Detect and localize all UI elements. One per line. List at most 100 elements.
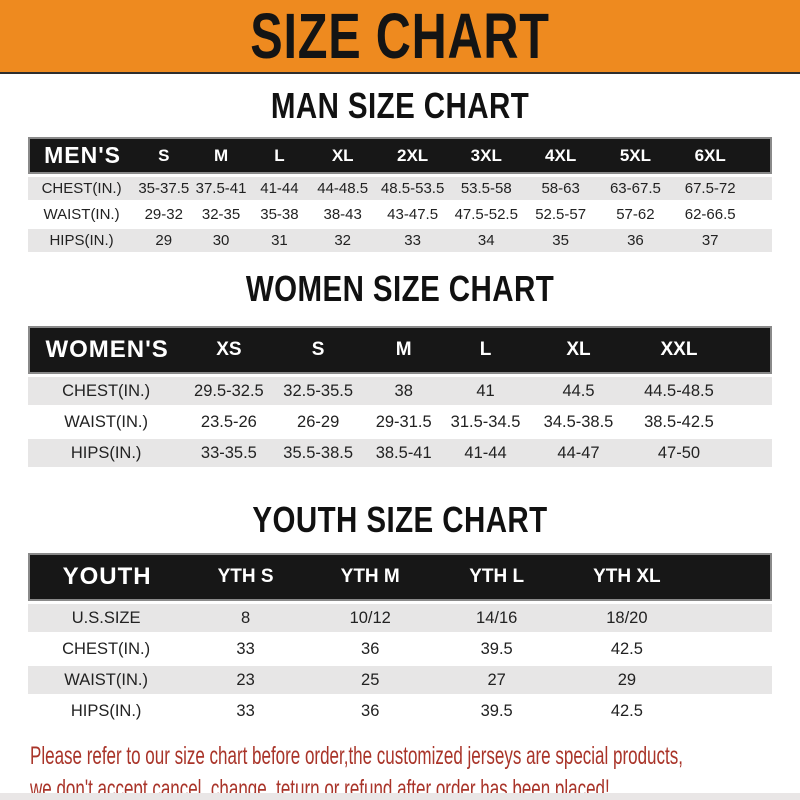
size-value: 38.5-42.5 — [630, 408, 728, 436]
size-value: 37.5-41 — [192, 177, 250, 200]
size-value: 44-48.5 — [309, 177, 377, 200]
size-value: 8 — [184, 604, 307, 632]
size-value: 34.5-38.5 — [526, 408, 631, 436]
size-value: 57-62 — [597, 203, 673, 226]
column-header: L — [444, 326, 527, 374]
table-row: WAIST(IN.) 29-32 32-35 35-38 38-43 43-47.5 47.… — [28, 203, 772, 226]
size-value: 29.5-32.5 — [184, 377, 274, 405]
size-value: 47-50 — [630, 439, 728, 467]
row-label: HIPS(IN.) — [28, 439, 185, 467]
size-value: 26-29 — [273, 408, 363, 436]
table-title: YOUTH — [28, 553, 185, 601]
row-label: HIPS(IN.) — [28, 697, 185, 725]
size-value: 44.5-48.5 — [630, 377, 728, 405]
column-header: YTH S — [184, 553, 307, 601]
size-value: 37 — [672, 229, 748, 252]
size-value: 14/16 — [433, 604, 560, 632]
filler-cell — [747, 137, 772, 174]
row-label: WAIST(IN.) — [28, 408, 185, 436]
column-header: 6XL — [672, 137, 748, 174]
table-row: CHEST(IN.) 33 36 39.5 42.5 — [28, 635, 772, 663]
size-value: 62-66.5 — [672, 203, 748, 226]
column-header: S — [135, 137, 193, 174]
size-value: 31.5-34.5 — [444, 408, 527, 436]
row-label: U.S.SIZE — [28, 604, 185, 632]
filler-cell — [727, 439, 772, 467]
column-header: L — [249, 137, 310, 174]
column-header: YTH L — [433, 553, 560, 601]
size-value: 38 — [362, 377, 445, 405]
size-value: 36 — [597, 229, 673, 252]
column-header: 4XL — [523, 137, 598, 174]
size-value: 63-67.5 — [597, 177, 673, 200]
size-value: 43-47.5 — [376, 203, 450, 226]
size-value: 35-37.5 — [135, 177, 193, 200]
size-value: 23 — [184, 666, 307, 694]
column-header: M — [362, 326, 445, 374]
column-header: XL — [309, 137, 377, 174]
size-value: 42.5 — [559, 697, 694, 725]
size-value: 32-35 — [192, 203, 250, 226]
footer-note: Please refer to our size chart before or… — [30, 740, 800, 800]
row-label: WAIST(IN.) — [28, 666, 185, 694]
size-value: 32.5-35.5 — [273, 377, 363, 405]
size-value: 47.5-52.5 — [449, 203, 524, 226]
bottom-edge-strip — [0, 793, 800, 800]
size-value: 33 — [184, 697, 307, 725]
table-title: WOMEN'S — [28, 326, 185, 374]
filler-cell — [747, 177, 772, 200]
filler-cell — [693, 666, 772, 694]
column-header: YTH XL — [559, 553, 694, 601]
row-label: CHEST(IN.) — [28, 635, 185, 663]
filler-cell — [727, 377, 772, 405]
row-label: WAIST(IN.) — [28, 203, 136, 226]
size-value: 36 — [306, 635, 434, 663]
filler-cell — [693, 604, 772, 632]
column-header: XL — [526, 326, 631, 374]
size-value: 39.5 — [433, 697, 560, 725]
column-header: XXL — [630, 326, 728, 374]
table-row: WAIST(IN.) 23 25 27 29 — [28, 666, 772, 694]
column-header: XS — [184, 326, 274, 374]
size-value: 42.5 — [559, 635, 694, 663]
size-value: 33 — [184, 635, 307, 663]
table-header-row: YOUTH YTH S YTH M YTH L YTH XL — [28, 553, 772, 601]
size-value: 41-44 — [444, 439, 527, 467]
size-value: 58-63 — [523, 177, 598, 200]
table-row: WAIST(IN.) 23.5-26 26-29 29-31.5 31.5-34.5 34… — [28, 408, 772, 436]
filler-cell — [693, 697, 772, 725]
table-row: CHEST(IN.) 35-37.5 37.5-41 41-44 44-48.5 48.5… — [28, 177, 772, 200]
row-label: CHEST(IN.) — [28, 377, 185, 405]
youth-size-table: YOUTH YTH S YTH M YTH L YTH XL U.S.SIZE 8 10/1… — [28, 550, 772, 728]
size-value: 29-31.5 — [362, 408, 445, 436]
size-value: 36 — [306, 697, 434, 725]
man-size-table: MEN'S S M L XL 2XL 3XL 4XL 5XL 6XL CHEST(IN.) 35-3… — [28, 134, 772, 255]
table-row: CHEST(IN.) 29.5-32.5 32.5-35.5 38 41 44.5 44.5… — [28, 377, 772, 405]
size-value: 35-38 — [249, 203, 310, 226]
size-value: 34 — [449, 229, 524, 252]
size-value: 30 — [192, 229, 250, 252]
column-header: 5XL — [597, 137, 673, 174]
size-value: 38.5-41 — [362, 439, 445, 467]
table-row: HIPS(IN.) 33 36 39.5 42.5 — [28, 697, 772, 725]
column-header: S — [273, 326, 363, 374]
man-section-title: MAN SIZE CHART — [270, 85, 530, 126]
banner: SIZE CHART — [0, 0, 800, 74]
row-label: HIPS(IN.) — [28, 229, 136, 252]
size-value: 48.5-53.5 — [376, 177, 450, 200]
size-value: 27 — [433, 666, 560, 694]
size-value: 35 — [523, 229, 598, 252]
size-value: 52.5-57 — [523, 203, 598, 226]
size-value: 67.5-72 — [672, 177, 748, 200]
filler-cell — [727, 408, 772, 436]
size-value: 10/12 — [306, 604, 434, 632]
filler-cell — [747, 229, 772, 252]
size-value: 44.5 — [526, 377, 631, 405]
size-value: 33-35.5 — [184, 439, 274, 467]
table-row: U.S.SIZE 8 10/12 14/16 18/20 — [28, 604, 772, 632]
column-header: 2XL — [376, 137, 450, 174]
filler-cell — [747, 203, 772, 226]
filler-cell — [727, 326, 772, 374]
column-header: 3XL — [449, 137, 524, 174]
note-line-1: Please refer to our size chart before or… — [30, 742, 683, 770]
